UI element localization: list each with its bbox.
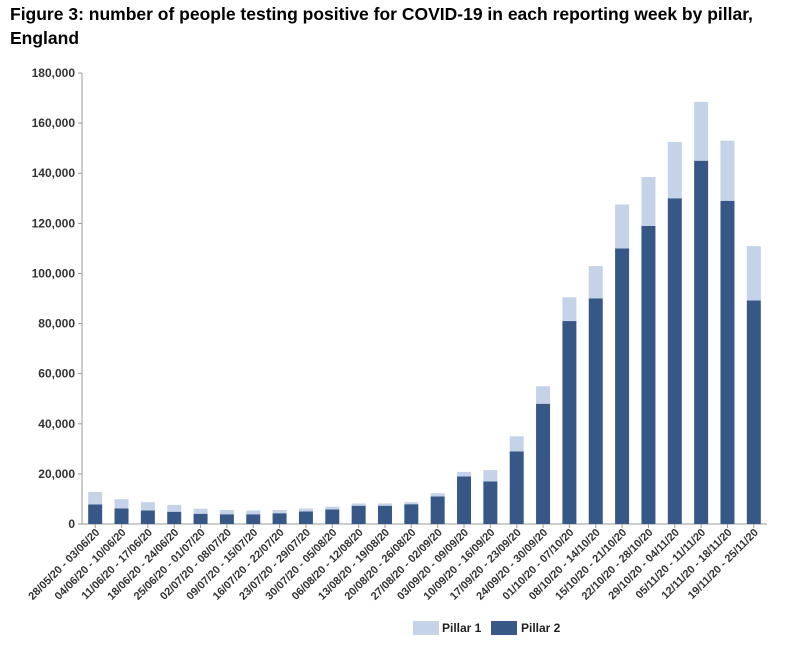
bar-pillar-1 — [351, 503, 366, 506]
bar-pillar-2 — [404, 504, 419, 524]
bar-pillar-2 — [509, 451, 524, 524]
bar-pillar-1 — [694, 101, 709, 161]
bars — [88, 101, 761, 525]
bar-pillar-1 — [272, 509, 287, 514]
bar-pillar-2 — [167, 511, 182, 524]
legend-swatch-pillar-2 — [491, 621, 517, 635]
legend-label-pillar-1: Pillar 1 — [442, 621, 482, 635]
bar-pillar-1 — [167, 504, 182, 512]
bar-pillar-2 — [641, 225, 656, 525]
bar-pillar-1 — [483, 470, 498, 482]
bar-pillar-1 — [140, 502, 155, 511]
bar-pillar-2 — [746, 300, 761, 524]
y-tick-label: 120,000 — [32, 216, 76, 230]
y-tick-label: 40,000 — [38, 417, 75, 431]
bar-pillar-1 — [641, 176, 656, 226]
y-tick-label: 60,000 — [38, 367, 75, 381]
bar-pillar-1 — [219, 509, 234, 515]
bar-pillar-1 — [562, 297, 577, 322]
bar-pillar-1 — [667, 141, 682, 199]
bar-pillar-1 — [298, 508, 313, 512]
legend-label-pillar-2: Pillar 2 — [521, 621, 561, 635]
bar-pillar-2 — [483, 481, 498, 524]
bar-pillar-2 — [272, 513, 287, 524]
y-tick-label: 160,000 — [32, 116, 76, 130]
bar-pillar-1 — [509, 436, 524, 452]
chart-title: Figure 3: number of people testing posit… — [10, 4, 753, 48]
bar-pillar-2 — [325, 509, 340, 524]
bar-pillar-1 — [404, 502, 419, 505]
bar-pillar-1 — [615, 204, 630, 249]
bar-pillar-2 — [219, 514, 234, 524]
y-tick-label: 180,000 — [32, 66, 76, 80]
bar-pillar-1 — [536, 386, 551, 404]
bar-pillar-1 — [88, 491, 103, 505]
bar-pillar-2 — [377, 505, 392, 524]
bar-pillar-1 — [114, 499, 129, 509]
bar-pillar-2 — [667, 198, 682, 524]
bar-pillar-2 — [193, 513, 208, 524]
bar-pillar-2 — [140, 510, 155, 524]
bar-pillar-2 — [536, 403, 551, 524]
y-tick-label: 100,000 — [32, 266, 76, 280]
legend-swatch-pillar-1 — [413, 621, 439, 635]
bar-pillar-1 — [746, 246, 761, 301]
bar-pillar-1 — [430, 493, 445, 497]
y-axis: 0 20,000 40,000 60,000 80,000 100,000 120,000 1… — [32, 66, 83, 531]
bar-pillar-1 — [377, 503, 392, 506]
bar-pillar-2 — [588, 298, 603, 524]
bar-pillar-2 — [562, 321, 577, 524]
bar-pillar-1 — [246, 510, 261, 515]
bar-pillar-2 — [351, 505, 366, 524]
bar-pillar-2 — [114, 508, 129, 524]
bar-pillar-2 — [246, 514, 261, 524]
bar-pillar-1 — [720, 140, 735, 201]
bar-pillar-2 — [720, 200, 735, 525]
legend: Pillar 1 Pillar 2 — [413, 621, 561, 635]
bar-pillar-1 — [588, 265, 603, 299]
bar-pillar-2 — [457, 476, 472, 524]
y-tick-label: 140,000 — [32, 166, 76, 180]
bar-pillar-1 — [193, 508, 208, 514]
y-tick-label: 80,000 — [38, 317, 75, 331]
bar-pillar-1 — [325, 506, 340, 510]
y-tick-label: 0 — [68, 517, 75, 531]
bar-pillar-2 — [694, 160, 709, 524]
bar-pillar-2 — [298, 511, 313, 524]
bar-pillar-2 — [88, 504, 103, 524]
bar-pillar-2 — [615, 248, 630, 524]
bar-pillar-1 — [457, 471, 472, 477]
bar-pillar-2 — [430, 496, 445, 524]
y-tick-label: 20,000 — [38, 467, 75, 481]
